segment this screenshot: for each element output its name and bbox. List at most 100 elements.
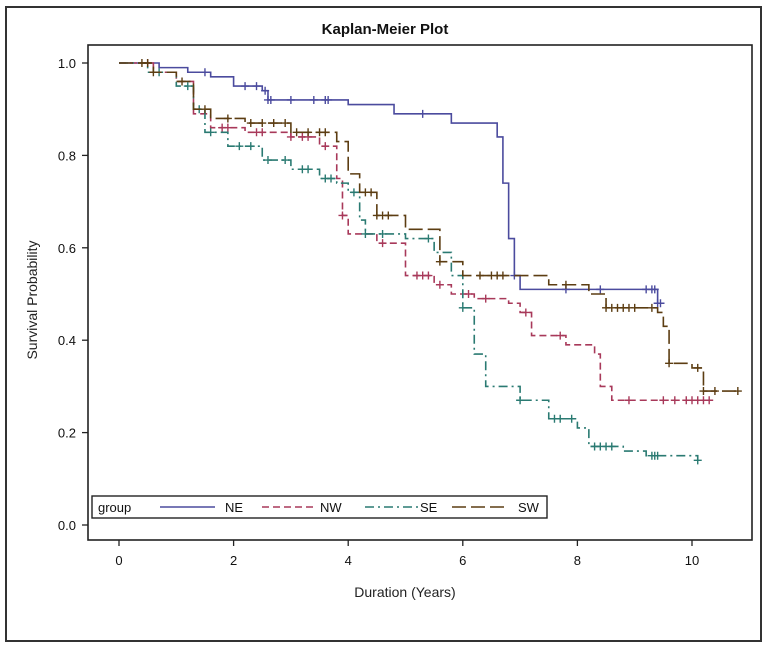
y-tick-label: 0.4: [58, 333, 76, 348]
km-curve-se: [119, 62, 699, 461]
censor-mark: [263, 156, 272, 165]
chart-title: Kaplan-Meier Plot: [322, 21, 449, 38]
censor-mark: [475, 271, 484, 280]
censor-mark: [693, 363, 702, 372]
censor-mark: [143, 59, 152, 67]
censor-mark: [567, 414, 576, 423]
censor-mark: [338, 211, 347, 220]
km-curve-ne: [119, 62, 664, 305]
censor-mark: [556, 331, 565, 340]
censor-mark: [361, 229, 370, 238]
km-curve-nw: [119, 62, 715, 402]
censor-mark: [149, 68, 158, 77]
censor-mark: [200, 105, 209, 114]
censor-mark: [458, 303, 467, 312]
censor-mark: [241, 82, 250, 91]
censor-mark: [464, 290, 473, 298]
censor-mark: [516, 396, 525, 405]
censor-mark: [556, 414, 565, 423]
censor-mark: [367, 188, 376, 197]
censor-mark: [252, 82, 261, 91]
series-sw: [119, 59, 742, 396]
censor-mark: [286, 95, 295, 104]
censor-mark: [258, 119, 267, 128]
x-tick-label: 4: [345, 553, 352, 568]
censor-mark: [498, 271, 507, 280]
censor-mark: [521, 308, 530, 317]
censor-mark: [281, 156, 290, 165]
censor-mark: [384, 211, 393, 220]
censor-mark: [258, 128, 267, 137]
x-tick-label: 0: [115, 553, 122, 568]
y-tick-label: 0.8: [58, 148, 76, 163]
legend-box: [91, 495, 548, 519]
censor-mark: [178, 77, 187, 86]
censor-mark: [656, 299, 665, 308]
censor-mark: [324, 95, 333, 104]
censor-mark: [733, 387, 742, 396]
series-nw: [119, 59, 715, 405]
x-tick-label: 6: [459, 553, 466, 568]
censor-mark: [424, 234, 433, 243]
x-tick-label: 10: [685, 553, 699, 568]
censor-mark: [596, 285, 605, 294]
censor-mark: [327, 174, 336, 183]
series-layer: [119, 59, 742, 465]
censor-mark: [561, 280, 570, 289]
censor-mark: [665, 359, 674, 368]
censor-mark: [647, 303, 656, 312]
censor-mark: [309, 95, 318, 104]
y-tick-label: 0.0: [58, 518, 76, 533]
series-se: [119, 62, 702, 465]
legend-label-nw: NW: [320, 500, 342, 515]
figure-frame: [5, 6, 762, 642]
x-axis: 0 2 4 6 8 10: [115, 540, 699, 568]
censor-mark: [246, 119, 255, 128]
censor-mark: [200, 68, 209, 77]
legend-label-se: SE: [420, 500, 438, 515]
y-axis: 0.0 0.2 0.4 0.6 0.8 1.0: [58, 56, 88, 533]
y-axis-label: Survival Probability: [24, 240, 40, 359]
censor-mark: [653, 451, 662, 460]
legend-label-ne: NE: [225, 500, 243, 515]
censor-mark: [693, 456, 702, 465]
censor-mark: [435, 257, 444, 266]
x-tick-label: 2: [230, 553, 237, 568]
plot-area: [87, 44, 753, 541]
y-tick-label: 1.0: [58, 56, 76, 71]
censor-mark: [304, 128, 313, 137]
y-tick-label: 0.2: [58, 426, 76, 441]
legend-label-sw: SW: [518, 500, 540, 515]
censor-mark: [269, 119, 278, 128]
censor-mark: [246, 142, 255, 151]
censor-mark: [235, 142, 244, 151]
censor-mark: [481, 294, 490, 303]
censor-mark: [670, 396, 679, 405]
legend: group NE NW SE SW: [91, 495, 548, 519]
censor-mark: [349, 188, 358, 197]
censor-mark: [705, 396, 714, 405]
censor-mark: [624, 396, 633, 405]
legend-title: group: [98, 500, 131, 515]
censor-mark: [261, 86, 270, 95]
x-tick-label: 8: [574, 553, 581, 568]
censor-mark: [321, 142, 330, 151]
censor-mark: [424, 271, 433, 280]
censor-mark: [435, 280, 444, 289]
x-axis-label: Duration (Years): [354, 584, 455, 600]
censor-mark: [321, 128, 330, 137]
censor-mark: [650, 285, 659, 294]
censor-mark: [630, 303, 639, 312]
censor-mark: [223, 114, 232, 123]
censor-mark: [378, 239, 387, 248]
censor-mark: [607, 442, 616, 451]
censor-mark: [286, 132, 295, 141]
censor-mark: [266, 95, 275, 104]
censor-mark: [699, 387, 708, 396]
censor-mark: [418, 109, 427, 118]
censor-mark: [710, 387, 719, 396]
censor-mark: [223, 123, 232, 132]
series-ne: [119, 62, 665, 308]
km-curve-sw: [119, 62, 738, 392]
